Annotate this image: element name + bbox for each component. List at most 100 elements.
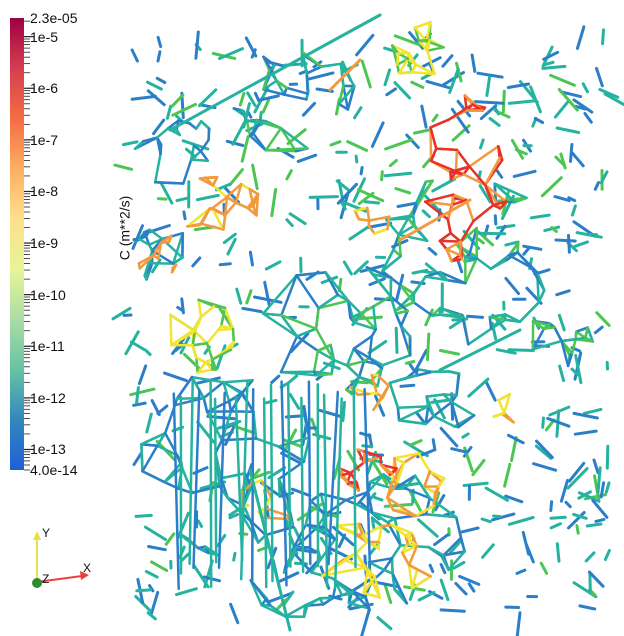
fracture-segment: [261, 98, 270, 114]
fracture-segment: [312, 432, 332, 441]
fracture-segment: [270, 374, 281, 384]
fracture-segment: [559, 152, 567, 170]
fracture-segment: [149, 590, 160, 617]
fracture-segment: [417, 452, 432, 473]
fracture-segment: [462, 481, 489, 487]
fracture-segment: [352, 379, 357, 569]
fracture-segment: [280, 274, 298, 317]
fracture-segment: [202, 380, 225, 400]
fracture-segment: [557, 313, 566, 332]
fracture-segment: [217, 391, 226, 569]
fracture-segment: [504, 276, 520, 296]
fracture-segment: [467, 327, 493, 346]
fracture-segment: [531, 319, 546, 331]
fracture-segment: [190, 375, 205, 400]
fracture-segment: [566, 467, 589, 490]
fracture-segment: [262, 55, 274, 73]
fracture-segment: [135, 386, 140, 404]
fracture-segment: [367, 215, 391, 222]
fracture-segment: [458, 526, 480, 534]
fracture-segment: [353, 106, 363, 120]
colorbar-tick-label: 1e-12: [30, 389, 66, 406]
fracture-segment: [346, 84, 356, 111]
fracture-segment: [367, 224, 376, 235]
fracture-segment: [161, 231, 184, 241]
fracture-segment: [246, 192, 260, 210]
fracture-segment: [248, 134, 268, 152]
fracture-segment: [279, 335, 299, 374]
fracture-segment: [393, 34, 422, 47]
fracture-segment: [572, 411, 599, 420]
fracture-segment: [367, 340, 388, 355]
fracture-segment: [192, 144, 203, 153]
fracture-segment: [462, 165, 471, 176]
fracture-segment: [153, 181, 185, 185]
fracture-segment: [516, 241, 520, 254]
fracture-segment: [317, 293, 340, 310]
fracture-segment: [337, 102, 350, 111]
fracture-segment: [228, 168, 244, 187]
fracture-segment: [470, 53, 477, 73]
fracture-segment: [553, 100, 570, 119]
fracture-segment: [567, 233, 571, 254]
fracture-segment: [399, 324, 411, 355]
fracture-segment: [585, 522, 603, 528]
fracture-segment: [394, 326, 399, 354]
fracture-segment: [279, 126, 298, 153]
fracture-segment: [354, 154, 359, 164]
fracture-segment: [357, 218, 371, 222]
fracture-segment: [305, 597, 322, 607]
fracture-segment: [434, 147, 459, 152]
fracture-segment: [317, 299, 350, 310]
fracture-segment: [522, 246, 531, 256]
fracture-segment: [398, 198, 472, 242]
fracture-segment: [386, 496, 395, 512]
fracture-segment: [605, 444, 610, 470]
fracture-segment: [152, 241, 163, 257]
fracture-segment: [320, 62, 343, 68]
fracture-segment: [415, 411, 425, 424]
fracture-segment: [557, 88, 579, 112]
fracture-segment: [366, 570, 377, 579]
fracture-segment: [211, 207, 227, 217]
fracture-segment: [407, 361, 415, 372]
fracture-segment: [404, 534, 419, 548]
fracture-segment: [248, 187, 260, 196]
fracture-segment: [223, 201, 238, 217]
colorbar-tick-label: 1e-13: [30, 441, 66, 458]
fracture-segment: [263, 280, 271, 307]
fracture-segment: [357, 191, 375, 206]
fracture-segment: [368, 473, 385, 484]
fracture-segment: [595, 311, 611, 327]
fracture-segment: [393, 512, 428, 520]
fracture-segment: [218, 47, 244, 60]
fracture-segment: [542, 60, 555, 67]
fracture-segment: [156, 431, 167, 447]
fracture-segment: [497, 398, 506, 415]
fracture-segment: [345, 364, 361, 379]
fracture-segment: [329, 140, 342, 147]
fracture-segment: [191, 330, 197, 347]
fracture-segment: [314, 327, 328, 349]
fracture-segment: [370, 121, 385, 148]
fracture-segment: [205, 328, 220, 345]
fracture-segment: [362, 570, 369, 595]
fracture-segment: [283, 428, 298, 453]
fracture-segment: [407, 563, 432, 578]
fracture-segment: [414, 370, 434, 377]
fracture-segment: [425, 79, 453, 90]
fracture-segment: [424, 262, 447, 281]
fracture-segment: [211, 196, 229, 210]
fracture-segment: [266, 591, 294, 604]
fracture-segment: [234, 201, 249, 210]
colorbar-minor-ticks: [24, 20, 34, 471]
fracture-segment: [421, 209, 431, 219]
fracture-segment: [235, 287, 243, 305]
fracture-segment: [546, 416, 571, 428]
fracture-segment: [484, 380, 497, 402]
fracture-segment: [155, 127, 170, 139]
fracture-segment: [197, 298, 203, 319]
fracture-segment: [510, 139, 525, 160]
